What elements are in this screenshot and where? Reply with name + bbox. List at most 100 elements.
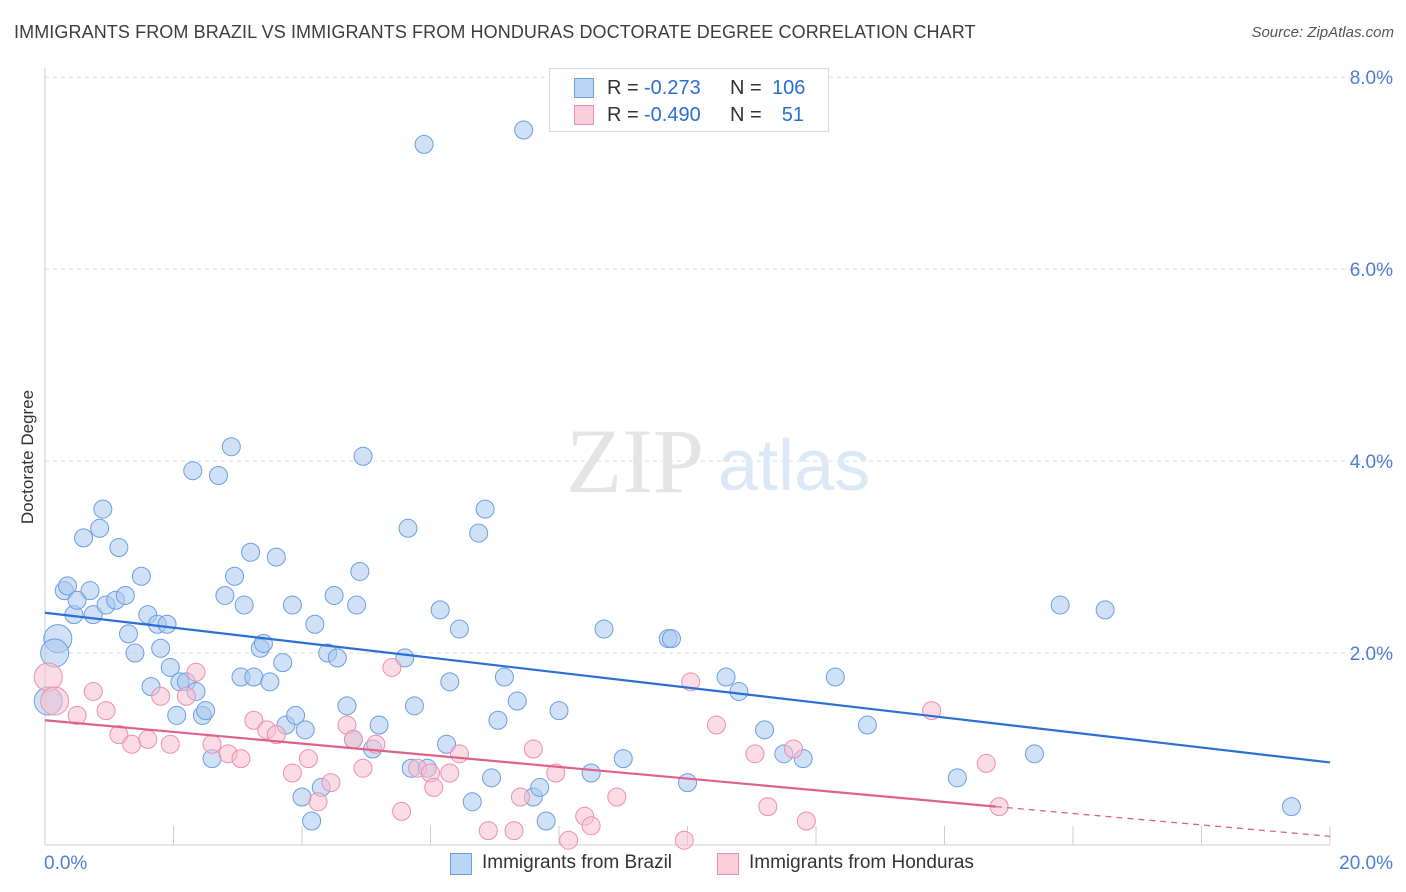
honduras-point <box>607 787 627 807</box>
tick-labels: 2.0% 4.0% 6.0% 8.0% 0.0% 20.0% <box>44 68 1393 874</box>
brazil-point <box>430 600 450 620</box>
r-value: -0.273 <box>644 77 701 99</box>
brazil-point <box>549 701 569 721</box>
brazil-point <box>57 576 77 596</box>
honduras-point <box>83 681 103 701</box>
brazil-point <box>661 629 681 649</box>
brazil-point <box>536 811 556 831</box>
brazil-point <box>80 581 100 601</box>
brazil-point <box>347 595 367 615</box>
chart-title: IMMIGRANTS FROM BRAZIL VS IMMIGRANTS FRO… <box>14 22 976 42</box>
brazil-point <box>305 614 325 634</box>
honduras-point <box>33 662 63 692</box>
brazil-point <box>324 585 344 605</box>
honduras-point <box>674 830 694 850</box>
brazil-point <box>67 590 87 610</box>
honduras-point <box>796 811 816 831</box>
honduras-point <box>440 763 460 783</box>
brazil-point <box>234 595 254 615</box>
brazil-point <box>244 667 264 687</box>
brazil-point <box>414 134 434 154</box>
honduras-point <box>298 749 318 769</box>
honduras-point <box>244 710 264 730</box>
honduras-point <box>758 797 778 817</box>
brazil-point <box>215 585 235 605</box>
honduras-point <box>67 705 87 725</box>
honduras-point <box>784 739 804 759</box>
y-tick-label: 8.0% <box>1350 68 1393 89</box>
n-value: 106 <box>772 77 806 99</box>
honduras-point <box>109 725 129 745</box>
legend-label: Immigrants from Honduras <box>749 852 974 873</box>
brazil-trend-line <box>44 611 1331 764</box>
honduras-point <box>681 672 701 692</box>
brazil-point <box>286 705 306 725</box>
brazil-point <box>613 749 633 769</box>
brazil-point <box>160 657 180 677</box>
honduras-swatch <box>574 105 594 125</box>
brazil-point <box>449 619 469 639</box>
honduras-point <box>976 753 996 773</box>
watermark-zip: ZIP <box>566 410 704 512</box>
brazil-point <box>273 653 293 673</box>
brazil-point <box>151 638 171 658</box>
honduras-point <box>424 777 444 797</box>
honduras-point <box>308 792 328 812</box>
honduras-point <box>122 734 142 754</box>
brazil-point <box>350 561 370 581</box>
brazil-point <box>157 614 177 634</box>
brazil-point <box>295 720 315 740</box>
brazil-point <box>208 465 228 485</box>
brazil-point <box>292 787 312 807</box>
y-axis-label: Doctorate Degree <box>18 390 37 524</box>
x-tick-label: 0.0% <box>44 853 87 874</box>
r-label: R = <box>607 104 639 126</box>
honduras-point <box>353 758 373 778</box>
y-tick-label: 2.0% <box>1350 644 1393 665</box>
brazil-point <box>241 542 261 562</box>
brazil-point <box>302 811 322 831</box>
brazil-point <box>40 638 70 668</box>
honduras-point <box>343 729 363 749</box>
honduras-point <box>523 739 543 759</box>
brazil-point <box>282 595 302 615</box>
honduras-point <box>40 686 70 716</box>
brazil-point <box>469 523 489 543</box>
brazil-point <box>196 701 216 721</box>
stats-row-honduras: R = -0.490 N = 51 <box>550 101 828 127</box>
data-points <box>33 120 1301 850</box>
honduras-point <box>231 749 251 769</box>
watermark-atlas: atlas <box>718 426 870 506</box>
brazil-point <box>729 681 749 701</box>
brazil-point <box>437 734 457 754</box>
brazil-point <box>716 667 736 687</box>
n-value: 51 <box>781 104 804 126</box>
brazil-point <box>440 672 460 692</box>
honduras-point <box>392 801 412 821</box>
brazil-point <box>125 643 145 663</box>
honduras-point <box>449 744 469 764</box>
brazil-point <box>327 648 347 668</box>
honduras-point <box>160 734 180 754</box>
honduras-point <box>138 729 158 749</box>
honduras-point <box>282 763 302 783</box>
trend-lines <box>44 611 1331 838</box>
stats-box: R = -0.273 N = 106 R = -0.490 N = 51 <box>549 68 829 132</box>
honduras-point <box>546 763 566 783</box>
brazil-point <box>167 705 187 725</box>
brazil-point <box>857 715 877 735</box>
brazil-point <box>74 528 94 548</box>
honduras-point <box>745 744 765 764</box>
honduras-point <box>510 787 530 807</box>
honduras-trend-line <box>44 719 996 808</box>
brazil-point <box>119 624 139 644</box>
source-label: Source: ZipAtlas.com <box>1251 24 1394 41</box>
honduras-point <box>559 830 579 850</box>
brazil-point <box>109 537 129 557</box>
honduras-point <box>478 821 498 841</box>
brazil-point <box>93 499 113 519</box>
honduras-point <box>382 657 402 677</box>
brazil-point <box>594 619 614 639</box>
r-value: -0.490 <box>644 104 701 126</box>
